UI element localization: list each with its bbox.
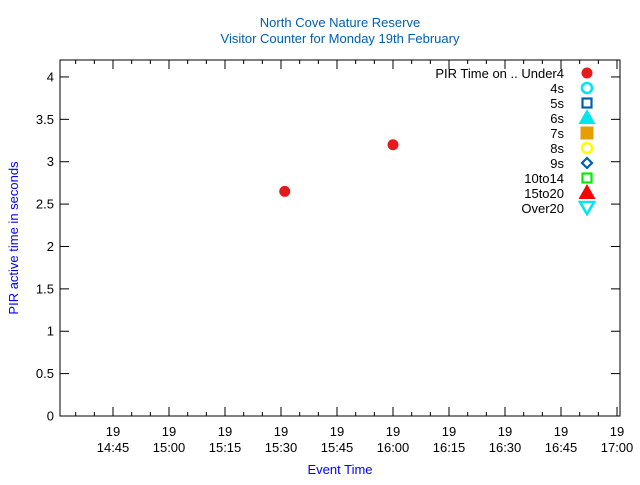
legend-label: 4s (550, 81, 564, 96)
y-tick-label: 0.5 (36, 366, 54, 381)
legend-label: 8s (550, 141, 564, 156)
x-tick-label: 16:45 (545, 440, 578, 455)
legend-label: PIR Time on .. Under4 (435, 66, 564, 81)
y-tick-label: 2 (47, 239, 54, 254)
x-tick-label: 14:45 (97, 440, 130, 455)
legend-marker (580, 141, 594, 155)
legend-marker (577, 200, 597, 217)
x-tick-label: 16:30 (489, 440, 522, 455)
legend-label: 9s (550, 156, 564, 171)
y-tick-label: 1.5 (36, 281, 54, 296)
legend-label: 15to20 (524, 186, 564, 201)
y-tick-label: 4 (47, 69, 54, 84)
x-axis-label: Event Time (307, 462, 372, 477)
y-tick-label: 3.5 (36, 112, 54, 127)
legend-label: 10to14 (524, 171, 564, 186)
data-point (387, 139, 399, 151)
plot-frame (59, 59, 621, 417)
legend-label: Over20 (521, 201, 564, 216)
x-tick-day: 19 (162, 424, 176, 439)
x-tick-day: 19 (498, 424, 512, 439)
legend-label: 7s (550, 126, 564, 141)
data-point (279, 185, 291, 197)
x-tick-day: 19 (610, 424, 624, 439)
y-tick-label: 0 (47, 409, 54, 424)
x-tick-day: 19 (330, 424, 344, 439)
legend-marker (580, 156, 594, 170)
legend-marker (578, 184, 596, 199)
x-tick-day: 19 (274, 424, 288, 439)
legend-marker (581, 67, 593, 79)
x-tick-day: 19 (554, 424, 568, 439)
legend-label: 5s (550, 96, 564, 111)
chart-subtitle: Visitor Counter for Monday 19th February (221, 31, 460, 46)
legend-label: 6s (550, 111, 564, 126)
legend-marker (580, 81, 594, 95)
x-tick-label: 17:00 (601, 440, 634, 455)
y-axis-label: PIR active time in seconds (6, 161, 21, 315)
legend-marker (581, 172, 593, 184)
x-tick-day: 19 (218, 424, 232, 439)
legend-marker (581, 97, 593, 109)
x-tick-day: 19 (386, 424, 400, 439)
x-tick-label: 15:30 (265, 440, 298, 455)
y-tick-label: 1 (47, 324, 54, 339)
x-tick-label: 15:15 (209, 440, 242, 455)
x-tick-label: 16:00 (377, 440, 410, 455)
legend-marker (580, 126, 594, 140)
x-tick-label: 16:15 (433, 440, 466, 455)
chart-title: North Cove Nature Reserve (260, 15, 420, 30)
y-tick-label: 2.5 (36, 197, 54, 212)
x-tick-label: 15:45 (321, 440, 354, 455)
x-tick-label: 15:00 (153, 440, 186, 455)
x-tick-day: 19 (106, 424, 120, 439)
x-tick-day: 19 (442, 424, 456, 439)
y-tick-label: 3 (47, 154, 54, 169)
legend-marker (578, 109, 596, 124)
